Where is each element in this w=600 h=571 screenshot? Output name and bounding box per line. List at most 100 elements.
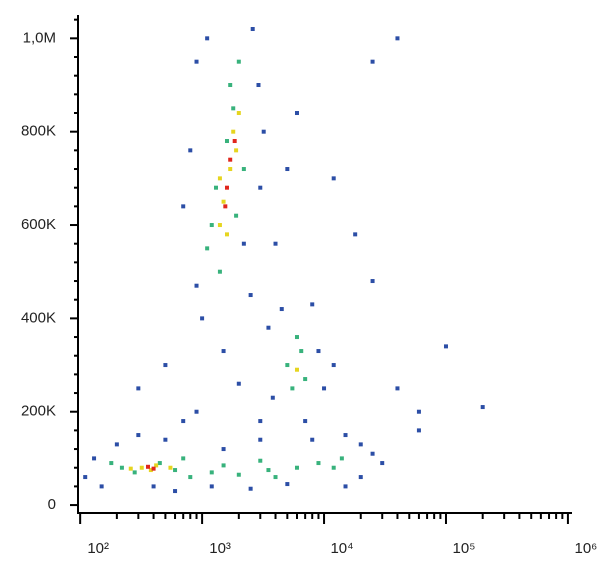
point [303, 419, 308, 424]
point [331, 465, 336, 470]
point [217, 223, 222, 228]
point [316, 461, 321, 466]
point [285, 363, 290, 368]
point [416, 409, 421, 414]
point [279, 307, 284, 312]
point [181, 456, 186, 461]
point [299, 349, 304, 354]
point [258, 419, 263, 424]
point [213, 185, 218, 190]
point [285, 482, 290, 487]
y-tick-label: 0 [48, 496, 56, 513]
point [119, 465, 124, 470]
x-tick-label: 10⁶ [574, 540, 597, 557]
y-tick-label: 600K [21, 216, 56, 233]
point [114, 442, 119, 447]
point [194, 59, 199, 64]
point [217, 269, 222, 274]
point [241, 241, 246, 246]
point [331, 363, 336, 368]
point [266, 468, 271, 473]
point [294, 111, 299, 116]
point [250, 27, 255, 32]
point [231, 129, 236, 134]
point [99, 484, 104, 489]
point [232, 139, 237, 144]
point [83, 475, 88, 480]
point [148, 468, 153, 473]
point [395, 36, 400, 41]
point [248, 293, 253, 298]
y-tick-label: 400K [21, 309, 56, 326]
point [236, 111, 241, 116]
point [128, 466, 133, 471]
y-tick-label: 1,0M [23, 29, 56, 46]
point [145, 464, 150, 469]
point [173, 468, 178, 473]
point [221, 349, 226, 354]
point [241, 167, 246, 172]
point [224, 232, 229, 237]
point [173, 489, 178, 494]
point [168, 465, 173, 470]
point [248, 486, 253, 491]
point [157, 461, 162, 466]
point [310, 437, 315, 442]
point [358, 475, 363, 480]
point [331, 176, 336, 181]
point [221, 463, 226, 468]
point [339, 456, 344, 461]
point [181, 204, 186, 209]
point [266, 325, 271, 330]
point [416, 428, 421, 433]
point [258, 437, 263, 442]
point [322, 386, 327, 391]
point [136, 433, 141, 438]
point [163, 437, 168, 442]
point [205, 36, 210, 41]
point [343, 484, 348, 489]
point [258, 458, 263, 463]
y-tick-label: 800K [21, 123, 56, 140]
point [285, 167, 290, 172]
point [109, 461, 114, 466]
point [194, 409, 199, 414]
point [209, 484, 214, 489]
point [236, 381, 241, 386]
point [163, 363, 168, 368]
point [151, 484, 156, 489]
point [294, 367, 299, 372]
point [228, 167, 233, 172]
point [370, 451, 375, 456]
point [480, 405, 485, 410]
point [224, 185, 229, 190]
point [194, 283, 199, 288]
point [256, 83, 261, 88]
point [228, 83, 233, 88]
point [136, 386, 141, 391]
point [234, 148, 239, 153]
point [270, 395, 275, 400]
point [205, 246, 210, 251]
point [258, 185, 263, 190]
point [290, 386, 295, 391]
point [188, 148, 193, 153]
point [370, 279, 375, 284]
point [181, 419, 186, 424]
point [188, 475, 193, 480]
point [273, 475, 278, 480]
point [209, 470, 214, 475]
y-tick-label: 200K [21, 403, 56, 420]
point [303, 377, 308, 382]
point [343, 433, 348, 438]
point [395, 386, 400, 391]
x-tick-label: 10⁵ [453, 540, 476, 557]
point [310, 302, 315, 307]
point [154, 463, 159, 468]
point [380, 461, 385, 466]
point [228, 157, 233, 162]
point [92, 456, 97, 461]
point [294, 335, 299, 340]
point [221, 199, 226, 204]
